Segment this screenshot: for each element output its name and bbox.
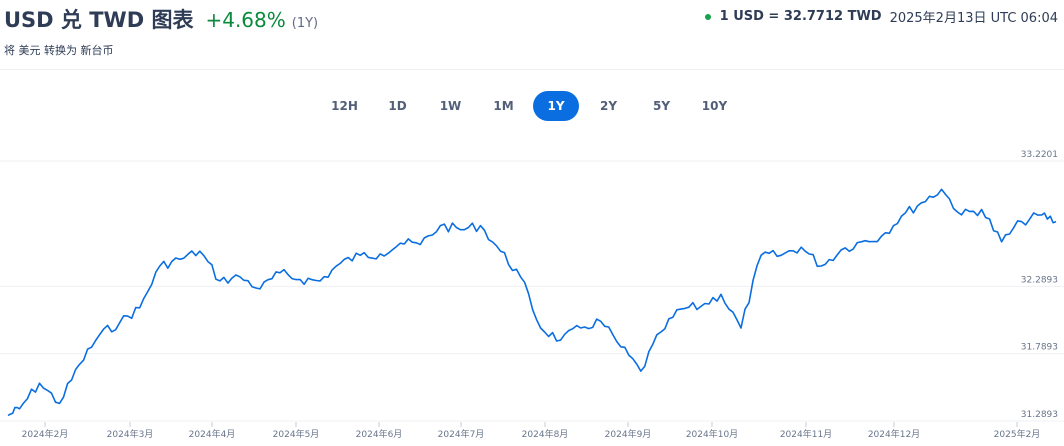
x-tick-label: 2024年3月 (107, 428, 154, 440)
y-tick-label: 32.2893 (1021, 275, 1058, 285)
y-tick-label: 31.2893 (1021, 410, 1058, 420)
live-rate: 1 USD = 32.7712 TWD 2025年2月13日 UTC 06:04 (704, 7, 1058, 26)
x-tick-label: 2025年2月 (994, 428, 1041, 440)
chart-header: USD 兑 TWD 图表 +4.68% (1Y) 将 美元 转换为 新台币 1 … (0, 0, 1064, 70)
x-tick-label: 2024年11月 (780, 428, 832, 440)
range-tab-2y[interactable]: 2Y (582, 91, 635, 121)
x-tick-label: 2024年9月 (605, 428, 652, 440)
title-row: USD 兑 TWD 图表 +4.68% (1Y) (4, 4, 318, 34)
range-tab-5y[interactable]: 5Y (635, 91, 688, 121)
range-tab-10y[interactable]: 10Y (688, 91, 741, 121)
rate-text: 1 USD = 32.7712 TWD (719, 9, 882, 24)
x-tick-label: 2024年6月 (356, 428, 403, 440)
x-tick-label: 2024年12月 (868, 428, 920, 440)
change-percent: +4.68% (205, 8, 286, 32)
range-tabs: 12H 1D 1W 1M 1Y 2Y 5Y 10Y (318, 91, 741, 121)
live-dot-icon (704, 13, 711, 20)
header-divider (0, 69, 1064, 70)
x-tick-label: 2024年4月 (189, 428, 236, 440)
rate-time: 2025年2月13日 UTC 06:04 (889, 11, 1058, 26)
x-tick-labels: 2024年2月 2024年3月 2024年4月 2024年5月 2024年6月 2024年… (22, 422, 1041, 440)
x-tick-label: 2024年2月 (22, 428, 69, 440)
range-tab-1y[interactable]: 1Y (533, 91, 579, 121)
period-note: (1Y) (291, 16, 319, 31)
chart-grid (0, 160, 1064, 422)
x-tick-label: 2024年8月 (522, 428, 569, 440)
y-tick-labels: 33.2201 32.2893 31.7893 31.2893 (1021, 150, 1058, 420)
page-title: USD 兑 TWD 图表 (4, 8, 194, 32)
y-tick-label: 33.2201 (1021, 150, 1058, 160)
range-tab-1m[interactable]: 1M (477, 91, 530, 121)
range-tab-1d[interactable]: 1D (371, 91, 424, 121)
x-tick-label: 2024年7月 (438, 428, 485, 440)
y-tick-label: 31.7893 (1021, 343, 1058, 353)
subtitle: 将 美元 转换为 新台币 (4, 44, 114, 57)
range-tab-1w[interactable]: 1W (424, 91, 477, 121)
x-tick-label: 2024年5月 (273, 428, 320, 440)
x-tick-label: 2024年10月 (686, 428, 738, 440)
rate-line (7, 188, 1057, 417)
range-tab-12h[interactable]: 12H (318, 91, 371, 121)
